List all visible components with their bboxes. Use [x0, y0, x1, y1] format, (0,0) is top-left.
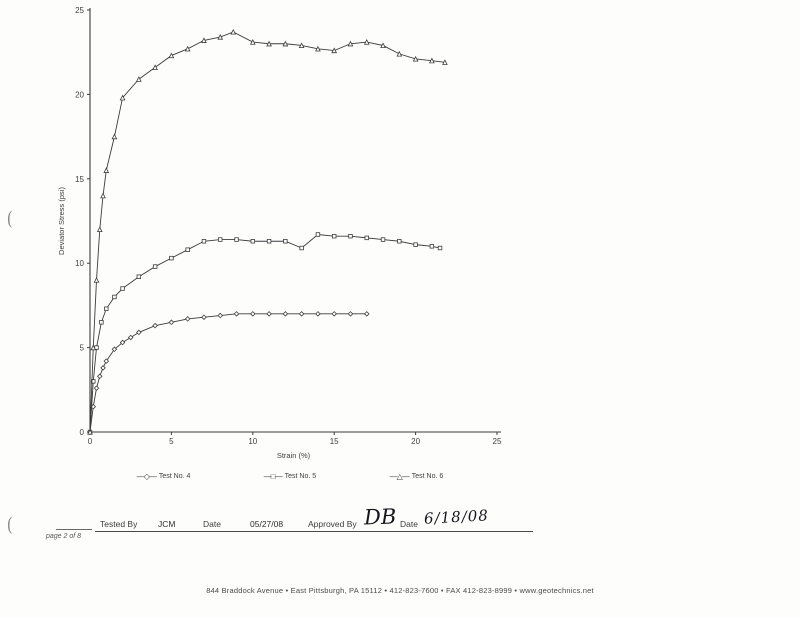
svg-text:15: 15 — [75, 175, 84, 184]
square-marker-icon: —□— — [263, 472, 283, 481]
svg-text:20: 20 — [75, 90, 84, 99]
company-footer: 844 Braddock Avenue • East Pittsburgh, P… — [206, 586, 594, 595]
page-number: page 2 of 8 — [46, 533, 82, 540]
chart-legend: —◇— Test No. 4 —□— Test No. 5 —△— Test N… — [100, 472, 480, 481]
legend-item-test-4: —◇— Test No. 4 — [137, 472, 191, 481]
legend-label: Test No. 5 — [284, 473, 317, 480]
svg-text:0: 0 — [88, 437, 93, 446]
legend-label: Test No. 4 — [158, 473, 191, 480]
svg-text:Deviator Stress (psi): Deviator Stress (psi) — [57, 187, 66, 255]
signature-rule — [95, 531, 533, 532]
diamond-marker-icon: —◇— — [136, 472, 157, 481]
page-label-rule — [56, 529, 92, 530]
svg-text:10: 10 — [248, 437, 257, 446]
legend-label: Test No. 6 — [411, 473, 444, 480]
svg-text:20: 20 — [411, 437, 420, 446]
svg-text:5: 5 — [169, 437, 174, 446]
svg-text:25: 25 — [75, 6, 84, 15]
date-label-2: Date — [400, 519, 418, 529]
triangle-marker-icon: —△— — [389, 472, 410, 481]
approval-date-handwritten: 6/18/08 — [423, 506, 490, 528]
legend-item-test-6: —△— Test No. 6 — [390, 472, 444, 481]
scan-artifact: ( — [6, 208, 13, 230]
tested-by-value: JCM — [158, 519, 176, 529]
svg-text:Strain (%): Strain (%) — [277, 451, 311, 460]
svg-text:5: 5 — [80, 344, 85, 353]
svg-text:15: 15 — [330, 437, 339, 446]
svg-text:0: 0 — [80, 428, 85, 437]
legend-item-test-5: —□— Test No. 5 — [264, 472, 316, 481]
stress-strain-chart: 0 5 10 15 20 25 0 5 10 15 20 25 Strain (%) Deviator S… — [57, 6, 502, 460]
tested-by-label: Tested By — [100, 519, 138, 529]
svg-text:10: 10 — [75, 259, 84, 268]
approved-by-label: Approved By — [308, 519, 357, 529]
svg-text:25: 25 — [493, 437, 502, 446]
date-value-1: 05/27/08 — [250, 519, 284, 529]
approved-by-signature: DB — [363, 504, 397, 530]
date-label-1: Date — [203, 519, 221, 529]
scan-artifact: ( — [6, 514, 13, 536]
